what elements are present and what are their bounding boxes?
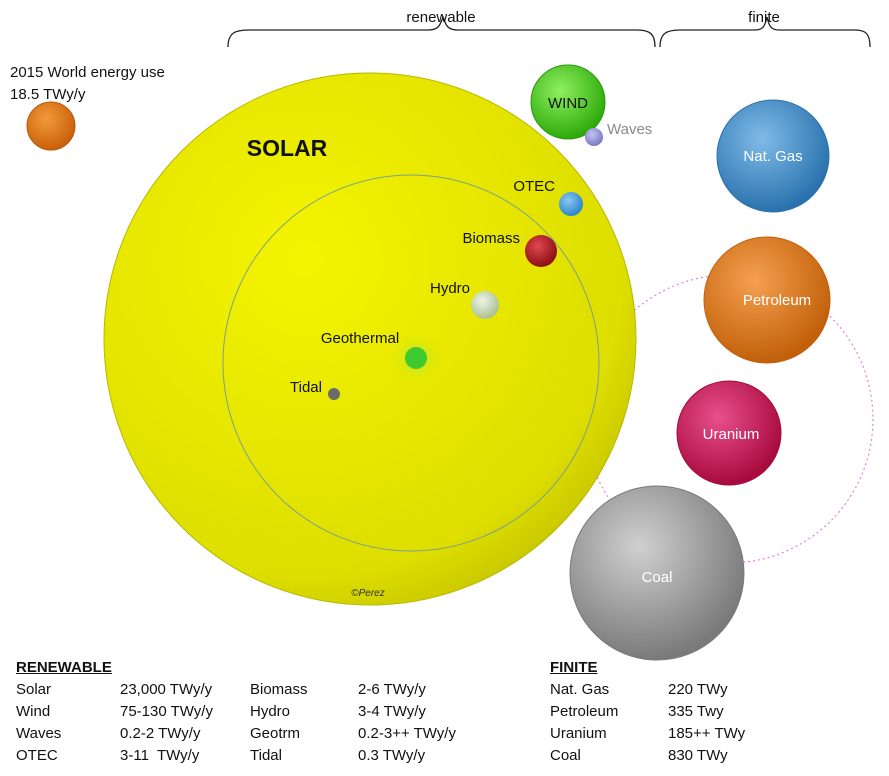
tidal-bubble	[328, 388, 340, 400]
natgas-label: Nat. Gas	[743, 148, 802, 165]
renewable-name: Biomass	[250, 681, 308, 698]
finite-name: Coal	[550, 747, 581, 764]
tidal-label: Tidal	[290, 379, 322, 396]
coal-bubble	[569, 485, 745, 661]
uranium-bubble	[676, 380, 782, 486]
renewable-name: Geotrm	[250, 725, 301, 742]
finite-value: 185++ TWy	[668, 725, 746, 742]
table-row: Coal 830 TWy	[550, 745, 780, 767]
renewable-name: Hydro	[250, 703, 291, 720]
table-row: OTEC 3-11 TWy/y Tidal 0.3 TWy/y	[16, 745, 496, 767]
finite-name: Nat. Gas	[550, 681, 610, 698]
hydro-label: Hydro	[430, 280, 470, 297]
natgas-bubble	[716, 99, 830, 213]
renewable-table-title: RENEWABLE	[16, 659, 112, 676]
otec-bubble	[559, 192, 583, 216]
otec-label: OTEC	[513, 178, 555, 195]
solar-bubble	[103, 72, 637, 606]
world-use-line1: 2015 World energy use	[10, 64, 165, 81]
renewable-name: OTEC	[16, 747, 58, 764]
renewable-value: 0.2-3++ TWy/y	[358, 725, 456, 742]
renewable-value: 2-6 TWy/y	[358, 681, 426, 698]
uranium-label: Uranium	[703, 426, 760, 443]
finite-value: 830 TWy	[668, 747, 728, 764]
finite-name: Petroleum	[550, 703, 619, 720]
renewable-name: Tidal	[250, 747, 282, 764]
finite-table-title: FINITE	[550, 659, 598, 676]
renewable-value: 75-130 TWy/y	[120, 703, 213, 720]
renewable-name: Waves	[16, 725, 62, 742]
solar-label: SOLAR	[247, 135, 328, 161]
renewable-brace	[227, 14, 656, 48]
renewable-table: RENEWABLE Solar 23,000 TWy/y Biomass 2-6…	[16, 657, 496, 767]
finite-value: 220 TWy	[668, 681, 728, 698]
table-row: Nat. Gas 220 TWy	[550, 679, 780, 701]
table-row: Wind 75-130 TWy/y Hydro 3-4 TWy/y	[16, 701, 496, 723]
world-use-line2: 18.5 TWy/y	[10, 86, 86, 103]
wind-bubble	[530, 64, 606, 140]
wind-label: WIND	[548, 95, 588, 112]
renewable-value: 3-4 TWy/y	[358, 703, 426, 720]
table-row: Petroleum 335 Twy	[550, 701, 780, 723]
renewable-value: 3-11 TWy/y	[120, 747, 200, 764]
waves-bubble	[585, 128, 603, 146]
hydro-bubble	[471, 291, 499, 319]
table-row: Solar 23,000 TWy/y Biomass 2-6 TWy/y	[16, 679, 496, 701]
petroleum-label: Petroleum	[743, 292, 811, 309]
biomass-label: Biomass	[462, 230, 520, 247]
renewable-value: 23,000 TWy/y	[120, 681, 213, 698]
finite-table: FINITE Nat. Gas 220 TWy Petroleum 335 Tw…	[550, 657, 780, 767]
geothermal-bubble	[405, 347, 427, 369]
biomass-bubble	[525, 235, 557, 267]
credit-text: ©Perez	[351, 588, 385, 599]
renewable-value: 0.2-2 TWy/y	[120, 725, 201, 742]
world-use-bubble	[26, 101, 76, 151]
renewable-label: renewable	[406, 9, 475, 26]
waves-label: Waves	[607, 121, 652, 138]
petroleum-bubble	[703, 236, 831, 364]
finite-value: 335 Twy	[668, 703, 724, 720]
renewable-name: Solar	[16, 681, 52, 698]
solar-inner-circle	[222, 174, 600, 552]
finite-brace	[659, 16, 871, 48]
finite-name: Uranium	[550, 725, 607, 742]
table-row: Waves 0.2-2 TWy/y Geotrm 0.2-3++ TWy/y	[16, 723, 496, 745]
coal-label: Coal	[642, 569, 673, 586]
finite-label: finite	[748, 9, 780, 26]
table-row: Uranium 185++ TWy	[550, 723, 780, 745]
renewable-name: Wind	[16, 703, 51, 720]
geothermal-label: Geothermal	[321, 330, 399, 347]
renewable-value: 0.3 TWy/y	[358, 747, 426, 764]
